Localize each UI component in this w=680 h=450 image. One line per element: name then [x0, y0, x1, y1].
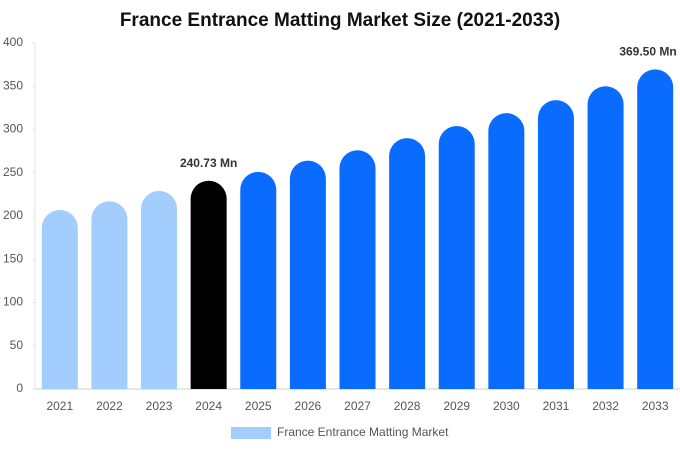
bar	[488, 113, 525, 390]
bar	[637, 69, 674, 389]
x-tick-label: 2027	[344, 399, 371, 413]
y-tick-label: 50	[10, 338, 24, 352]
x-tick-label: 2024	[195, 399, 222, 413]
x-tick-label: 2028	[394, 399, 421, 413]
bar	[141, 190, 178, 389]
bar	[41, 209, 78, 389]
y-tick-label: 350	[3, 78, 23, 92]
legend-swatch	[231, 427, 271, 439]
y-tick-label: 200	[3, 208, 23, 222]
y-tick-label: 300	[3, 122, 23, 136]
x-tick-label: 2030	[493, 399, 520, 413]
bar	[240, 171, 277, 389]
value-label: 369.50 Mn	[619, 45, 676, 59]
y-tick-label: 250	[3, 165, 23, 179]
value-label: 240.73 Mn	[180, 156, 237, 170]
bar	[389, 138, 426, 389]
bar	[339, 150, 376, 389]
y-tick-label: 400	[3, 35, 23, 49]
bar	[289, 160, 326, 389]
bar	[537, 100, 574, 389]
bar	[587, 86, 624, 389]
bar	[190, 180, 227, 389]
x-tick-label: 2033	[642, 399, 669, 413]
x-tick-label: 2032	[592, 399, 619, 413]
y-tick-label: 150	[3, 251, 23, 265]
y-tick-label: 0	[16, 381, 23, 395]
legend-label: France Entrance Matting Market	[277, 425, 449, 439]
x-tick-label: 2029	[443, 399, 470, 413]
chart-title: France Entrance Matting Market Size (202…	[120, 10, 560, 31]
x-tick-label: 2025	[245, 399, 272, 413]
x-tick-label: 2022	[96, 399, 123, 413]
x-tick-label: 2021	[46, 399, 73, 413]
bar	[438, 126, 475, 390]
bar	[91, 201, 128, 389]
x-tick-label: 2023	[146, 399, 173, 413]
y-tick-label: 100	[3, 295, 23, 309]
x-tick-label: 2026	[295, 399, 322, 413]
x-tick-label: 2031	[543, 399, 570, 413]
